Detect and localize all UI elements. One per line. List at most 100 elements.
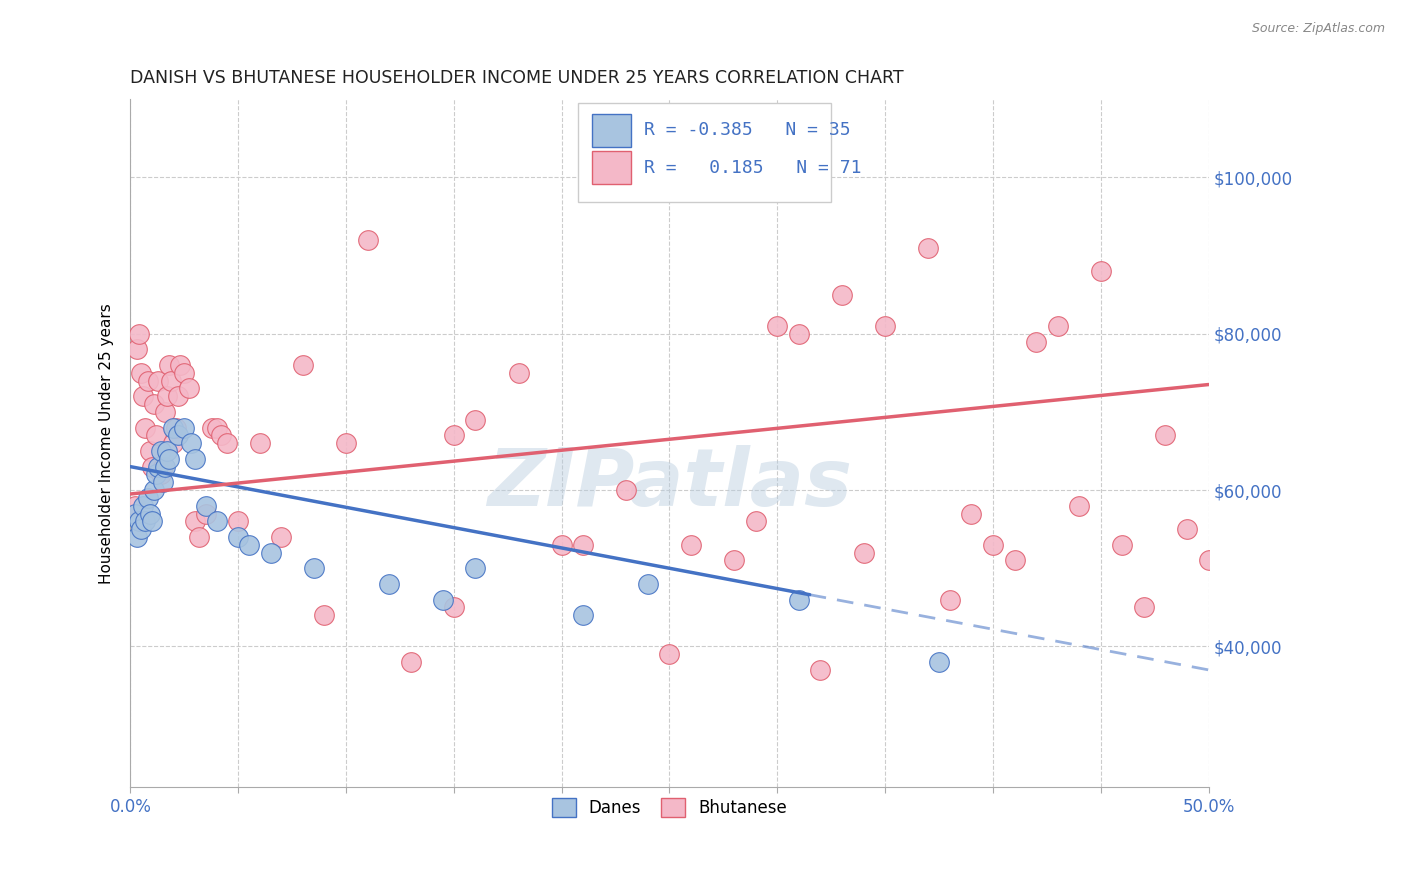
- Point: [188, 530, 211, 544]
- Point: [464, 561, 486, 575]
- Point: [160, 374, 183, 388]
- Point: [1133, 600, 1156, 615]
- Point: [259, 546, 281, 560]
- Point: [141, 459, 163, 474]
- Point: [1004, 553, 1026, 567]
- Point: [149, 467, 172, 482]
- Point: [314, 608, 336, 623]
- Point: [787, 326, 810, 341]
- Point: [162, 420, 184, 434]
- Point: [166, 428, 188, 442]
- Point: [162, 436, 184, 450]
- Point: [917, 241, 939, 255]
- Point: [145, 467, 167, 482]
- Point: [679, 538, 702, 552]
- Point: [464, 413, 486, 427]
- Point: [270, 530, 292, 544]
- Point: [129, 522, 152, 536]
- Point: [1046, 318, 1069, 333]
- Point: [129, 366, 152, 380]
- Point: [226, 530, 249, 544]
- Text: R =   0.185   N = 71: R = 0.185 N = 71: [644, 159, 860, 177]
- Point: [1025, 334, 1047, 349]
- Point: [134, 420, 156, 434]
- Point: [132, 499, 155, 513]
- Point: [637, 162, 659, 177]
- Point: [184, 451, 207, 466]
- Point: [165, 420, 187, 434]
- Text: Source: ZipAtlas.com: Source: ZipAtlas.com: [1251, 22, 1385, 36]
- Point: [399, 655, 422, 669]
- Point: [177, 381, 200, 395]
- Point: [443, 428, 465, 442]
- Point: [939, 592, 962, 607]
- FancyBboxPatch shape: [578, 103, 831, 202]
- FancyBboxPatch shape: [592, 113, 631, 146]
- Point: [173, 366, 195, 380]
- Point: [156, 389, 179, 403]
- Point: [852, 546, 875, 560]
- Point: [787, 592, 810, 607]
- Point: [217, 436, 239, 450]
- Point: [194, 507, 217, 521]
- Point: [205, 514, 228, 528]
- Point: [614, 483, 637, 497]
- Point: [143, 483, 166, 497]
- Point: [1154, 428, 1177, 442]
- Text: ZIPatlas: ZIPatlas: [486, 445, 852, 524]
- Point: [928, 655, 950, 669]
- Point: [194, 499, 217, 513]
- Point: [572, 538, 595, 552]
- Point: [128, 514, 150, 528]
- Point: [125, 343, 148, 357]
- Point: [550, 538, 572, 552]
- Point: [145, 428, 167, 442]
- Point: [226, 514, 249, 528]
- Point: [173, 420, 195, 434]
- Point: [136, 374, 159, 388]
- Point: [128, 326, 150, 341]
- Point: [136, 491, 159, 505]
- Point: [124, 507, 146, 521]
- Point: [508, 366, 530, 380]
- Point: [153, 405, 176, 419]
- Legend: Danes, Bhutanese: Danes, Bhutanese: [546, 791, 793, 823]
- Point: [1175, 522, 1198, 536]
- Point: [180, 436, 202, 450]
- Point: [831, 287, 853, 301]
- Point: [153, 459, 176, 474]
- Point: [981, 538, 1004, 552]
- Point: [960, 507, 983, 521]
- Point: [156, 444, 179, 458]
- Point: [723, 553, 745, 567]
- Point: [124, 499, 146, 513]
- Point: [166, 389, 188, 403]
- Point: [744, 514, 766, 528]
- Point: [139, 444, 162, 458]
- Point: [378, 577, 401, 591]
- Point: [152, 475, 174, 490]
- Point: [169, 358, 191, 372]
- Point: [291, 358, 314, 372]
- Point: [134, 514, 156, 528]
- Point: [1069, 499, 1091, 513]
- Point: [356, 233, 378, 247]
- Point: [335, 436, 357, 450]
- Point: [443, 600, 465, 615]
- Point: [157, 451, 180, 466]
- Point: [810, 663, 832, 677]
- Point: [152, 459, 174, 474]
- Point: [249, 436, 271, 450]
- Point: [658, 647, 681, 661]
- Text: R = -0.385   N = 35: R = -0.385 N = 35: [644, 121, 851, 139]
- Y-axis label: Householder Income Under 25 years: Householder Income Under 25 years: [100, 302, 114, 583]
- Text: DANISH VS BHUTANESE HOUSEHOLDER INCOME UNDER 25 YEARS CORRELATION CHART: DANISH VS BHUTANESE HOUSEHOLDER INCOME U…: [131, 69, 904, 87]
- Point: [125, 530, 148, 544]
- Point: [637, 577, 659, 591]
- Point: [432, 592, 454, 607]
- Point: [148, 459, 170, 474]
- Point: [157, 358, 180, 372]
- Point: [201, 420, 224, 434]
- Point: [766, 318, 789, 333]
- Point: [238, 538, 260, 552]
